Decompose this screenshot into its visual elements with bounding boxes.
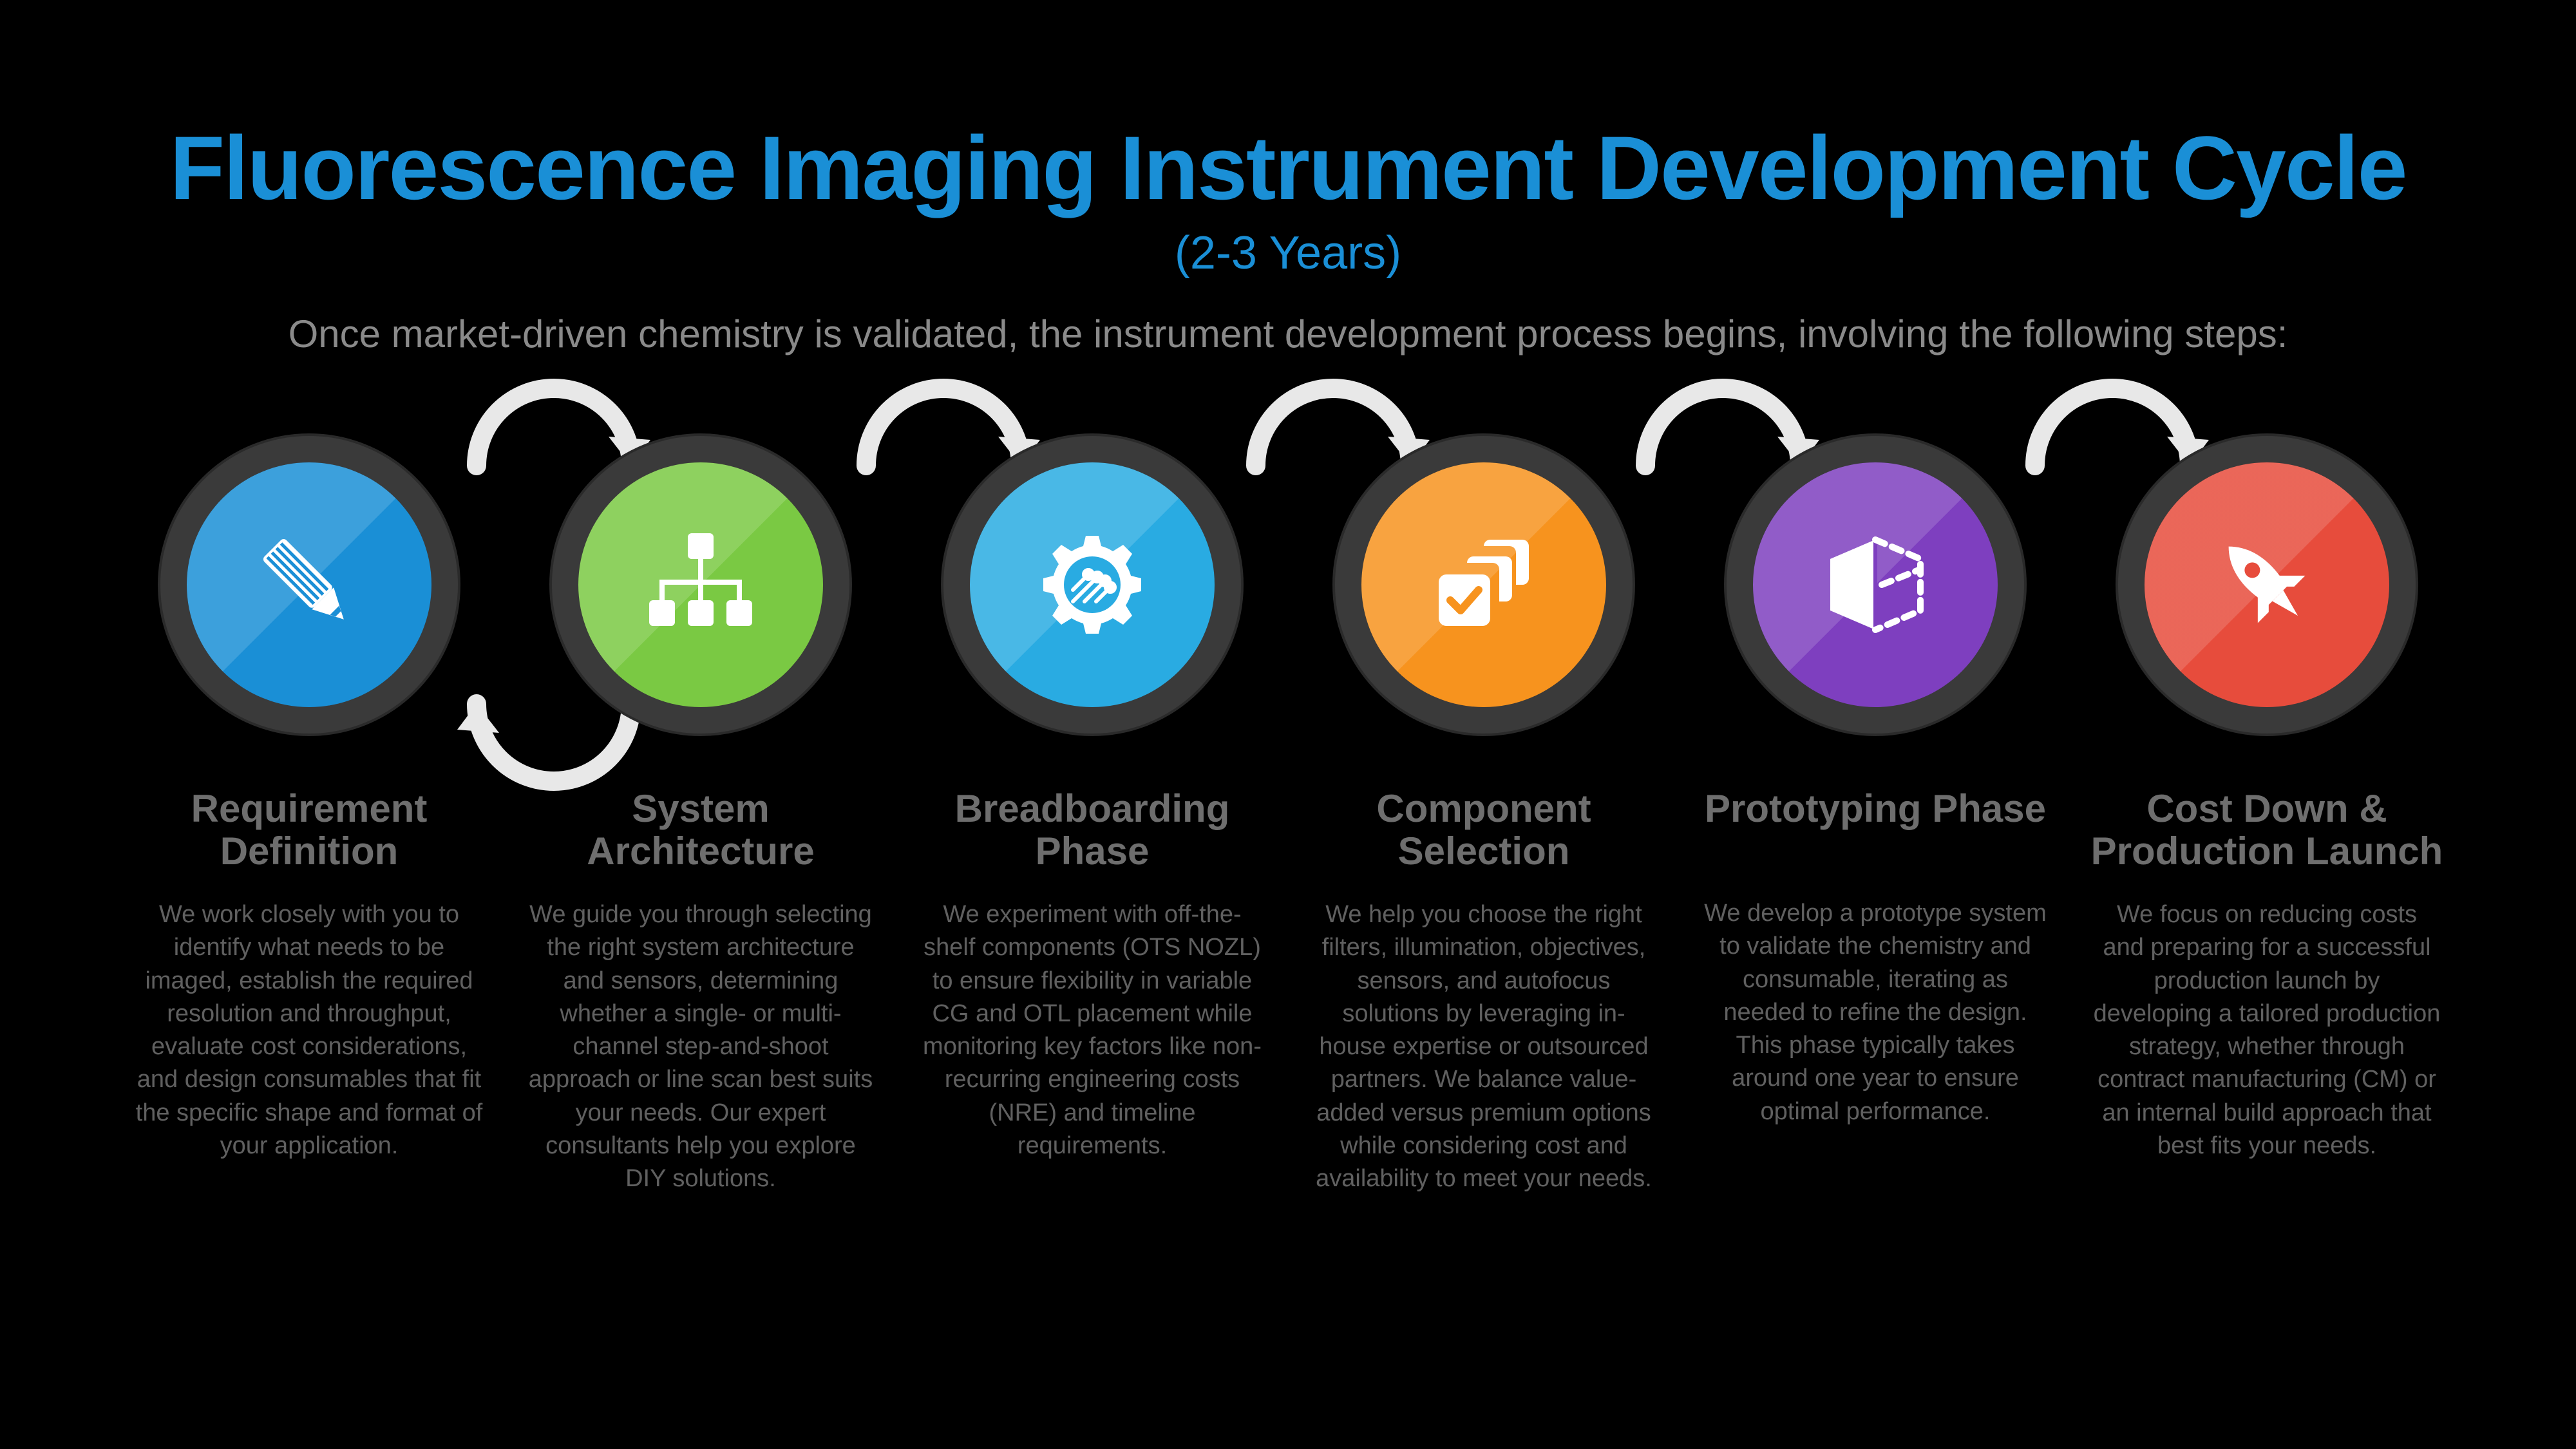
step-title: Cost Down & Production Launch (2087, 788, 2447, 873)
step-circle-ring (2116, 433, 2418, 736)
step-title: Component Selection (1303, 788, 1664, 873)
step-circle (2145, 462, 2389, 707)
step-desc: We experiment with off-the-shelf compone… (912, 898, 1273, 1162)
process-flow: Requirement Definition We work closely w… (129, 433, 2447, 1271)
checklist-icon (1419, 520, 1548, 649)
step-circle (970, 462, 1215, 707)
step-component-selection: Component Selection We help you choose t… (1303, 433, 1664, 1196)
step-breadboarding: Breadboarding Phase We experiment with o… (912, 433, 1273, 1162)
step-requirement-definition: Requirement Definition We work closely w… (129, 433, 489, 1162)
step-circle-ring (941, 433, 1244, 736)
step-production-launch: Cost Down & Production Launch We focus o… (2087, 433, 2447, 1162)
step-desc: We develop a prototype system to validat… (1695, 897, 2056, 1128)
step-circle-ring (1724, 433, 2027, 736)
step-system-architecture: System Architecture We guide you through… (520, 433, 881, 1196)
step-circle (187, 462, 431, 707)
steps-row: Requirement Definition We work closely w… (129, 433, 2447, 1196)
step-circle-ring (1332, 433, 1635, 736)
step-title: Prototyping Phase (1705, 788, 2046, 871)
step-circle-ring (549, 433, 852, 736)
hierarchy-icon (636, 520, 765, 649)
page-subtitle: (2-3 Years) (129, 227, 2447, 279)
gear-circuit-icon (1028, 520, 1157, 649)
step-title: System Architecture (520, 788, 881, 873)
step-circle (1361, 462, 1606, 707)
step-desc: We help you choose the right filters, il… (1303, 898, 1664, 1196)
infographic-root: Fluorescence Imaging Instrument Developm… (0, 0, 2576, 1449)
step-prototyping: Prototyping Phase We develop a prototype… (1695, 433, 2056, 1128)
prototype-box-icon (1811, 520, 1940, 649)
step-title: Breadboarding Phase (912, 788, 1273, 873)
pencil-icon (245, 520, 374, 649)
step-title: Requirement Definition (129, 788, 489, 873)
step-circle-ring (158, 433, 460, 736)
step-desc: We focus on reducing costs and preparing… (2087, 898, 2447, 1162)
step-circle (1753, 462, 1998, 707)
page-title: Fluorescence Imaging Instrument Developm… (129, 116, 2447, 220)
step-circle (578, 462, 823, 707)
step-desc: We guide you through selecting the right… (520, 898, 881, 1196)
rocket-icon (2202, 520, 2331, 649)
step-desc: We work closely with you to identify wha… (129, 898, 489, 1162)
